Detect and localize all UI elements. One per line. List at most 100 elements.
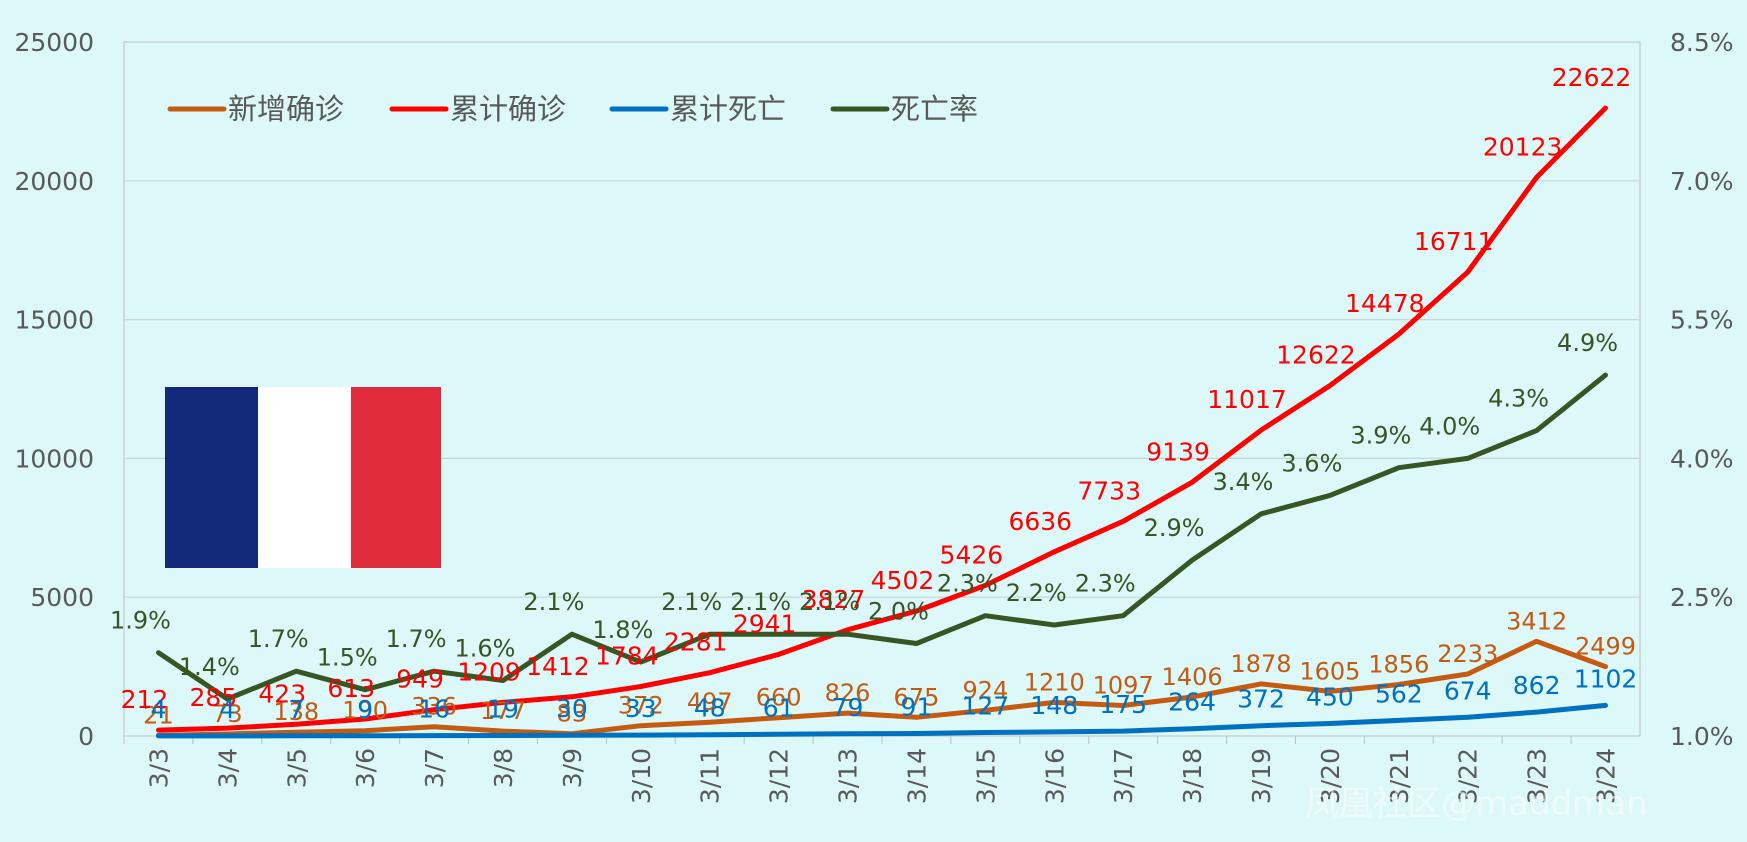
series-line <box>156 702 1608 739</box>
data-label: 613 <box>327 674 375 703</box>
x-tick-label: 3/15 <box>971 748 1000 804</box>
data-label: 22622 <box>1552 63 1632 92</box>
data-label: 48 <box>694 694 726 723</box>
data-label: 30 <box>556 694 588 723</box>
y2-tick-label: 8.5% <box>1670 28 1734 57</box>
y-tick-label: 15000 <box>14 306 94 335</box>
data-label: 16 <box>418 695 450 724</box>
data-label: 562 <box>1375 679 1423 708</box>
data-label: 372 <box>618 692 664 720</box>
data-label: 3412 <box>1506 607 1567 635</box>
y2-tick-label: 7.0% <box>1670 167 1734 196</box>
y2-tick-label: 1.0% <box>1670 722 1734 751</box>
data-label: 1.7% <box>386 625 447 653</box>
data-label: 1856 <box>1368 650 1429 678</box>
data-label: 175 <box>1099 690 1147 719</box>
x-tick-label: 3/20 <box>1316 748 1345 804</box>
data-label: 190 <box>342 697 388 725</box>
x-tick-label: 3/21 <box>1385 748 1414 804</box>
x-tick-label: 3/4 <box>213 748 242 788</box>
left-axis-ticks: 0 5000 10000 15000 20000 25000 <box>14 28 94 751</box>
data-label: 16711 <box>1414 227 1494 256</box>
data-label: 2.1% <box>730 588 791 616</box>
data-label: 11017 <box>1207 385 1287 414</box>
data-label: 336 <box>411 693 457 721</box>
data-label: 949 <box>396 665 444 694</box>
data-label: 862 <box>1513 671 1561 700</box>
data-label: 2281 <box>664 628 728 657</box>
data-label: 675 <box>894 683 940 711</box>
data-label: 2499 <box>1575 633 1636 661</box>
flag-white-band <box>258 387 351 568</box>
data-label: 1605 <box>1299 657 1360 685</box>
data-label: 2.1% <box>799 588 860 616</box>
legend: 新增确诊 累计确诊 累计死亡 死亡率 <box>167 92 978 126</box>
data-label: 4502 <box>871 566 935 595</box>
data-label: 91 <box>901 692 933 721</box>
data-label: 7 <box>288 695 304 724</box>
data-label: 2.1% <box>661 588 722 616</box>
data-label: 1.9% <box>110 607 171 635</box>
x-tick-label: 3/14 <box>902 748 931 804</box>
data-label: 3.4% <box>1213 468 1274 496</box>
data-label: 1102 <box>1574 664 1638 693</box>
data-label: 285 <box>190 683 238 712</box>
legend-label: 累计确诊 <box>450 92 566 126</box>
data-label: 127 <box>962 691 1010 720</box>
y-tick-label: 25000 <box>14 28 94 57</box>
data-label: 5426 <box>940 540 1004 569</box>
y-tick-label: 5000 <box>30 583 94 612</box>
data-label: 12622 <box>1276 341 1356 370</box>
data-label: 372 <box>1237 685 1285 714</box>
data-label: 177 <box>480 697 526 725</box>
data-label: 497 <box>687 688 733 716</box>
x-tick-label: 3/7 <box>420 748 449 788</box>
data-label: 924 <box>962 676 1008 704</box>
right-axis-ticks: 1.0% 2.5% 4.0% 5.5% 7.0% 8.5% <box>1670 28 1734 751</box>
data-label: 1878 <box>1230 650 1291 678</box>
data-label: 3.9% <box>1350 422 1411 450</box>
data-label: 1.5% <box>317 644 378 672</box>
series-lines <box>156 105 1608 739</box>
france-flag <box>165 387 441 568</box>
y-tick-label: 20000 <box>14 167 94 196</box>
y2-tick-label: 5.5% <box>1670 306 1734 335</box>
flag-red-band <box>351 387 441 568</box>
x-tick-label: 3/5 <box>282 748 311 788</box>
data-label: 1209 <box>457 657 521 686</box>
data-label: 423 <box>258 679 306 708</box>
data-label: 79 <box>832 693 864 722</box>
data-label: 674 <box>1444 676 1492 705</box>
legend-label: 死亡率 <box>891 92 978 126</box>
data-label: 450 <box>1306 683 1354 712</box>
data-label: 19 <box>487 694 519 723</box>
data-label: 4 <box>151 695 167 724</box>
data-label: 20123 <box>1483 132 1563 161</box>
x-tick-label: 3/24 <box>1592 748 1621 804</box>
legend-label: 累计死亡 <box>670 92 786 126</box>
series-line <box>156 105 1608 733</box>
y-tick-label: 10000 <box>14 444 94 473</box>
x-tick-label: 3/6 <box>351 748 380 788</box>
data-label: 2.1% <box>523 588 584 616</box>
data-label: 1.7% <box>248 625 309 653</box>
x-tick-label: 3/10 <box>627 748 656 804</box>
data-label: 1210 <box>1024 668 1085 696</box>
series-line <box>156 372 1608 702</box>
data-label: 212 <box>121 685 169 714</box>
y2-tick-label: 4.0% <box>1670 444 1734 473</box>
data-label: 148 <box>1030 691 1078 720</box>
data-labels: 21 73 138 190 336 177 83 372 497 660 826 675 924 1210… <box>110 63 1637 729</box>
data-label: 2.3% <box>1075 570 1136 598</box>
data-label: 4.3% <box>1488 385 1549 413</box>
data-label: 2.3% <box>937 570 998 598</box>
data-label: 1406 <box>1162 663 1223 691</box>
x-tick-label: 3/13 <box>834 748 863 804</box>
data-label: 2941 <box>733 609 797 638</box>
data-label: 826 <box>825 679 871 707</box>
data-label: 4.0% <box>1419 412 1480 440</box>
x-axis-ticks: 3/3 3/4 3/5 3/6 3/7 3/8 3/9 3/10 3/11 3/12 3/13 3/1… <box>123 736 1621 804</box>
legend-label: 新增确诊 <box>228 92 344 126</box>
data-label: 33 <box>625 694 657 723</box>
